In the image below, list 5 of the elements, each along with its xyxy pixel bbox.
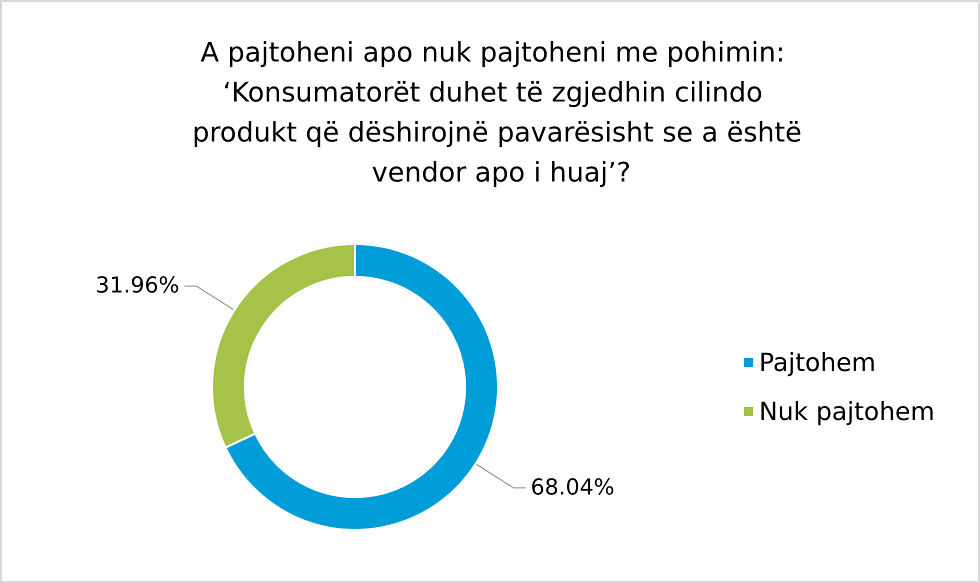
legend-label: Pajtohem bbox=[759, 348, 876, 377]
chart-title: A pajtoheni apo nuk pajtoheni me pohimin: ‘Konsumatorët duhet të zgjedhin cilindo produkt që dëshirojnë pavarësisht se a është vendor apo i huaj’? bbox=[192, 38, 802, 188]
legend-label: Nuk pajtohem bbox=[759, 397, 935, 426]
data-label: 31.96% bbox=[96, 274, 180, 299]
data-label: 68.04% bbox=[530, 475, 614, 500]
